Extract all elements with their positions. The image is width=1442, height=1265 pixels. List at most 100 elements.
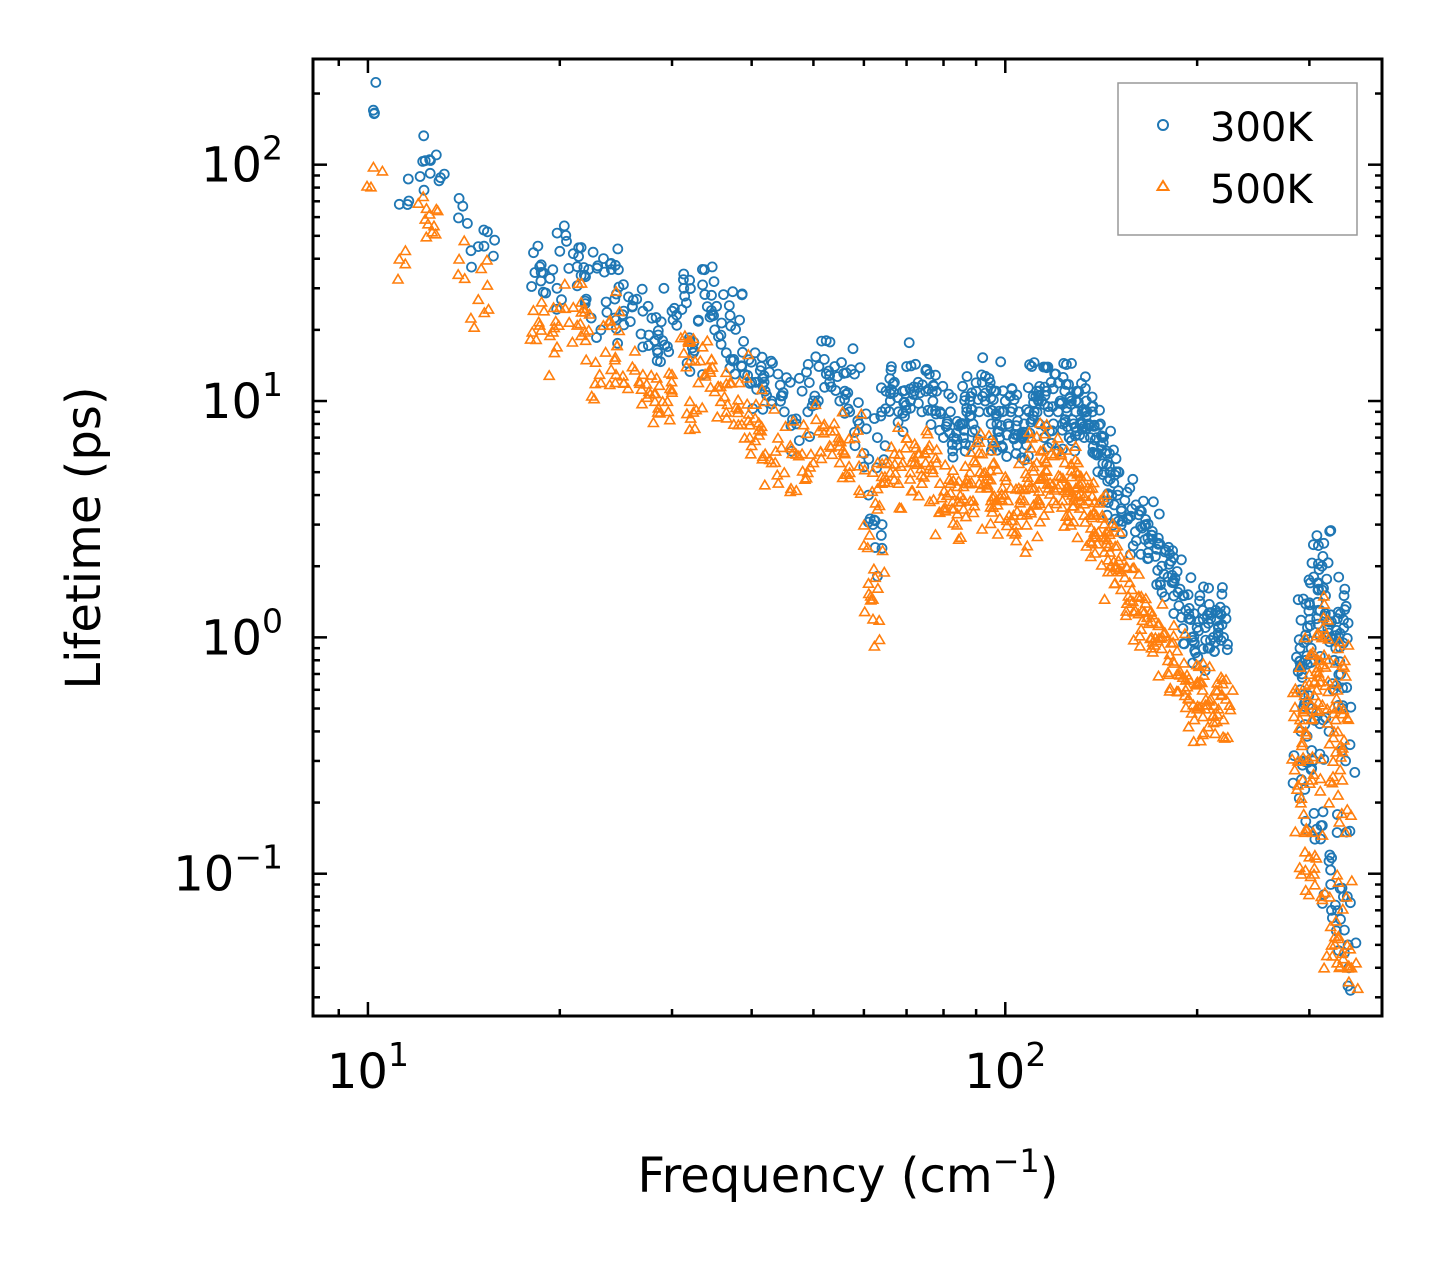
point-500k [1314,654,1327,666]
point-500k [1151,619,1165,631]
point-300k [1221,644,1233,656]
point-500k [836,471,850,483]
point-500k [1157,627,1170,639]
point-300k [706,289,717,301]
point-500k [1111,539,1124,551]
point-500k [1298,679,1312,691]
point-300k [734,314,745,326]
point-300k [964,410,976,422]
point-500k [929,528,942,540]
point-500k [1170,644,1184,656]
point-500k [1331,642,1345,654]
point-500k [1307,867,1321,879]
point-300k [1011,389,1023,401]
point-500k [1337,733,1351,745]
point-500k [704,366,717,378]
point-500k [696,340,709,352]
point-500k [783,485,797,497]
point-300k [836,357,847,368]
point-500k [1219,692,1233,704]
point-500k [855,446,869,458]
point-500k [1054,446,1068,458]
point-300k [1173,600,1185,612]
y-tick-label: 10−1 [173,838,283,903]
point-500k [756,452,769,464]
point-500k [1317,648,1331,660]
point-500k [1192,660,1206,672]
point-500k [1027,460,1040,472]
point-500k [1334,750,1348,762]
point-300k [457,200,469,212]
point-300k [370,77,382,88]
point-500k [695,401,709,413]
point-500k [566,301,580,313]
point-300k [1312,604,1324,616]
point-500k [1187,735,1201,747]
point-500k [1103,546,1117,557]
point-500k [965,476,978,488]
point-300k [1291,651,1302,663]
point-500k [1330,868,1344,880]
point-300k [725,353,737,365]
point-500k [758,478,772,490]
point-500k [1095,509,1109,520]
point-500k [731,393,745,405]
point-500k [633,377,647,389]
point-300k [669,302,680,314]
point-500k [1060,444,1073,455]
point-500k [862,587,876,599]
point-500k [1071,531,1084,543]
point-300k [727,286,739,298]
point-500k [1136,614,1149,626]
point-300k [697,279,708,291]
point-300k [671,319,683,331]
point-500k [1077,497,1091,509]
point-500k [910,458,924,470]
point-300k [642,300,654,312]
point-500k [649,387,662,399]
point-500k [873,633,886,645]
point-500k [1321,716,1335,728]
point-500k [1317,598,1331,609]
point-500k [866,593,880,604]
point-500k [866,466,880,478]
point-500k [744,447,758,459]
point-300k [1189,637,1200,648]
point-500k [1063,481,1076,493]
point-500k [546,325,560,337]
point-500k [1088,546,1102,558]
point-300k [1177,590,1189,602]
point-500k [1326,949,1339,961]
point-500k [647,416,660,428]
point-500k [1096,491,1110,503]
series-500k-points [360,160,1365,994]
point-500k [1020,518,1033,530]
point-500k [1212,702,1225,714]
point-500k [1163,682,1177,693]
point-500k [792,449,806,461]
point-500k [878,470,892,482]
point-500k [1188,713,1201,725]
point-300k [743,354,755,366]
x-axis-label-sup: −1 [993,1142,1040,1180]
point-500k [1202,694,1216,706]
point-500k [1194,734,1208,746]
point-500k [1324,920,1338,932]
point-300k [627,294,639,306]
point-300k [1001,451,1013,462]
point-300k [1339,583,1351,595]
point-500k [777,466,791,478]
point-500k [731,402,745,414]
point-500k [1344,809,1358,821]
point-300k [778,406,790,418]
point-500k [986,457,1000,469]
point-500k [1310,665,1323,677]
point-300k [1326,904,1337,916]
point-500k [1126,562,1139,574]
point-500k [854,487,868,499]
point-300k [966,387,978,399]
point-500k [923,495,937,507]
point-500k [1119,605,1133,616]
legend-500k-marker [1155,179,1171,191]
point-300k [526,281,537,292]
